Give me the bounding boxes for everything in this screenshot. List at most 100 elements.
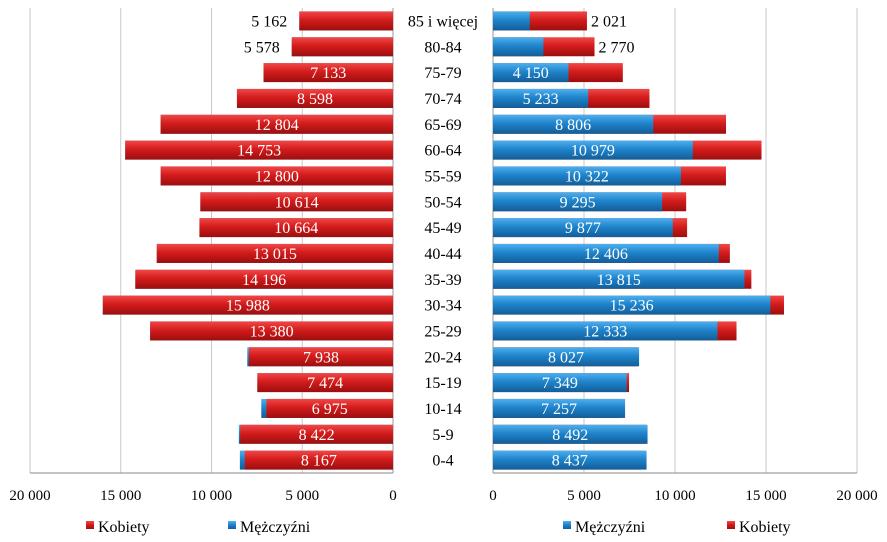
category-label: 20-24 (424, 349, 461, 366)
value-label-right: 8 027 (548, 349, 584, 366)
category-label: 80-84 (424, 39, 461, 56)
legend-swatch (228, 521, 236, 529)
value-label-left: 13 015 (253, 246, 297, 263)
value-label-right: 15 236 (610, 298, 654, 315)
value-label-right: 4 150 (513, 65, 549, 82)
value-label-left: 8 598 (297, 91, 333, 108)
bar-left-kobiety (102, 295, 393, 315)
category-label: 45-49 (424, 220, 461, 237)
value-labels: 5 162 2 021 5 578 2 770 7 133 4 150 8 598 5 233… (226, 13, 654, 469)
value-label-right: 5 233 (523, 91, 559, 108)
category-label: 55-59 (424, 168, 461, 185)
right-tick-label: 20 000 (836, 488, 877, 504)
bar-right-mezczyzni (493, 269, 745, 289)
value-label-left: 10 664 (274, 220, 318, 237)
value-label-right: 9 877 (565, 220, 601, 237)
value-label-right: 10 322 (565, 168, 609, 185)
legend-swatch (86, 521, 94, 529)
bar-right-mezczyzni (493, 218, 673, 238)
bar-left-kobiety (263, 63, 393, 83)
value-label-left: 8 167 (301, 453, 337, 470)
bar-right-mezczyzni (493, 140, 693, 160)
category-label: 30-34 (424, 298, 461, 315)
category-label: 85 i więcej (408, 13, 478, 30)
left-tick-label: 0 (389, 488, 397, 504)
bar-left-kobiety (150, 321, 393, 341)
category-label: 65-69 (424, 117, 461, 134)
bar-right-mezczyzni (493, 398, 626, 418)
value-label-right: 7 257 (541, 401, 577, 418)
category-label: 75-79 (424, 65, 461, 82)
bar-right-mezczyzni (493, 11, 530, 31)
bar-right-mezczyzni (493, 243, 719, 263)
bar-left-kobiety (291, 37, 393, 57)
value-label-left: 14 196 (242, 272, 286, 289)
bar-right-mezczyzni (493, 373, 627, 393)
bar-left-kobiety (240, 424, 393, 444)
bar-left-kobiety (199, 218, 393, 238)
right-tick-label: 5 000 (567, 488, 601, 504)
value-label-right: 13 815 (597, 272, 641, 289)
bar-right-mezczyzni (493, 347, 640, 367)
left-tick-label: 15 000 (100, 488, 141, 504)
legend-label: Mężczyźni (240, 519, 311, 536)
right-tick-label: 0 (489, 488, 497, 504)
value-label-right: 2 770 (599, 39, 635, 56)
bar-right-mezczyzni (493, 114, 654, 134)
bar-left-kobiety (266, 398, 393, 418)
left-tick-label: 20 000 (9, 488, 50, 504)
value-label-right: 8 806 (555, 117, 591, 134)
bar-right-mezczyzni (493, 63, 569, 83)
value-label-right: 9 295 (560, 194, 596, 211)
category-label: 70-74 (424, 91, 461, 108)
legend: Kobiety Mężczyźni Mężczyźni Kobiety (86, 519, 791, 536)
bar-left-kobiety (156, 243, 393, 263)
value-label-right: 10 979 (571, 143, 615, 160)
bar-left-kobiety (248, 347, 393, 367)
value-label-left: 7 938 (303, 349, 339, 366)
bar-right-mezczyzni (493, 88, 589, 108)
bar-left-kobiety (236, 88, 393, 108)
bar-right-mezczyzni (493, 295, 771, 315)
category-label: 5-9 (432, 427, 453, 444)
category-label: 50-54 (424, 194, 461, 211)
value-label-left: 14 753 (237, 143, 281, 160)
value-label-right: 8 437 (552, 453, 588, 470)
left-tick-label: 5 000 (285, 488, 319, 504)
right-tick-label: 10 000 (654, 488, 695, 504)
category-label: 35-39 (424, 272, 461, 289)
value-label-left: 7 474 (307, 375, 343, 392)
bar-left-kobiety (299, 11, 393, 31)
value-label-left: 12 800 (255, 168, 299, 185)
legend-swatch (727, 521, 735, 529)
category-label: 15-19 (424, 375, 461, 392)
bar-left-kobiety (160, 114, 393, 134)
bar-left-kobiety (257, 373, 393, 393)
bar-left-kobiety (135, 269, 394, 289)
bar-left-kobiety (125, 140, 394, 160)
bar-right-mezczyzni (493, 424, 648, 444)
value-label-left: 15 988 (226, 298, 270, 315)
category-label: 25-29 (424, 323, 461, 340)
value-label-left: 5 578 (244, 39, 280, 56)
bar-right-mezczyzni (493, 450, 647, 470)
gridlines (29, 8, 858, 474)
value-label-right: 2 021 (591, 13, 627, 30)
bar-left-kobiety (160, 166, 393, 186)
value-label-right: 8 492 (552, 427, 588, 444)
category-label: 0-4 (432, 453, 453, 470)
value-label-left: 5 162 (251, 13, 287, 30)
legend-label: Kobiety (739, 519, 791, 536)
left-tick-label: 10 000 (191, 488, 232, 504)
value-label-left: 8 422 (299, 427, 335, 444)
value-label-right: 12 333 (583, 323, 627, 340)
value-label-right: 12 406 (584, 246, 628, 263)
legend-label: Kobiety (98, 519, 150, 536)
bars (102, 11, 784, 470)
category-labels: 85 i więcej 80-84 75-79 70-74 65-69 60-64 55-5… (408, 13, 478, 469)
value-label-left: 7 133 (310, 65, 346, 82)
bar-right-mezczyzni (493, 192, 663, 212)
legend-label: Mężczyźni (575, 519, 646, 536)
bar-right-mezczyzni (493, 321, 718, 341)
